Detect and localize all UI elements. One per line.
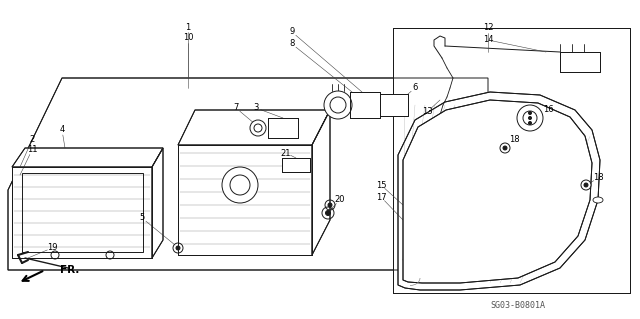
Text: 7: 7 <box>234 103 239 113</box>
Polygon shape <box>152 148 163 258</box>
Polygon shape <box>350 92 380 118</box>
Text: 14: 14 <box>483 35 493 44</box>
Text: FR.: FR. <box>60 265 79 275</box>
Text: 4: 4 <box>60 125 65 135</box>
Circle shape <box>222 167 258 203</box>
Text: 6: 6 <box>412 84 418 93</box>
Polygon shape <box>560 52 600 72</box>
Circle shape <box>517 105 543 131</box>
Text: 18: 18 <box>593 174 604 182</box>
Ellipse shape <box>593 197 603 203</box>
Circle shape <box>330 97 346 113</box>
Text: 21: 21 <box>281 149 291 158</box>
Polygon shape <box>282 158 310 172</box>
Text: 16: 16 <box>543 106 554 115</box>
Circle shape <box>230 175 250 195</box>
Text: 15: 15 <box>376 181 387 189</box>
Text: 9: 9 <box>289 27 294 36</box>
Polygon shape <box>12 148 163 167</box>
Polygon shape <box>8 78 488 270</box>
Circle shape <box>523 111 537 125</box>
Text: 11: 11 <box>27 145 37 154</box>
Text: 10: 10 <box>183 33 193 42</box>
Circle shape <box>529 122 531 124</box>
Circle shape <box>324 91 352 119</box>
Text: 18: 18 <box>509 136 519 145</box>
Text: 3: 3 <box>253 103 259 113</box>
Circle shape <box>584 183 588 187</box>
Circle shape <box>328 203 332 207</box>
Text: 13: 13 <box>422 108 432 116</box>
Polygon shape <box>12 167 152 258</box>
Circle shape <box>176 246 180 250</box>
Text: 17: 17 <box>376 192 387 202</box>
Polygon shape <box>312 110 330 255</box>
Circle shape <box>503 146 507 150</box>
Text: SG03-B0801A: SG03-B0801A <box>490 300 545 309</box>
Polygon shape <box>178 145 312 255</box>
Polygon shape <box>380 94 408 116</box>
Text: 19: 19 <box>47 243 57 253</box>
Circle shape <box>250 120 266 136</box>
Text: 20: 20 <box>335 196 345 204</box>
Circle shape <box>500 143 510 153</box>
Text: 2: 2 <box>29 136 35 145</box>
Circle shape <box>581 180 591 190</box>
Text: 12: 12 <box>483 24 493 33</box>
Circle shape <box>326 211 330 216</box>
Polygon shape <box>178 110 330 145</box>
Polygon shape <box>403 100 592 283</box>
Text: 5: 5 <box>140 213 145 222</box>
Text: 8: 8 <box>289 40 294 48</box>
Polygon shape <box>393 28 630 293</box>
Circle shape <box>529 116 531 120</box>
Circle shape <box>254 124 262 132</box>
Circle shape <box>529 112 531 115</box>
Polygon shape <box>268 118 298 138</box>
Text: 1: 1 <box>186 23 191 32</box>
Polygon shape <box>398 92 600 290</box>
